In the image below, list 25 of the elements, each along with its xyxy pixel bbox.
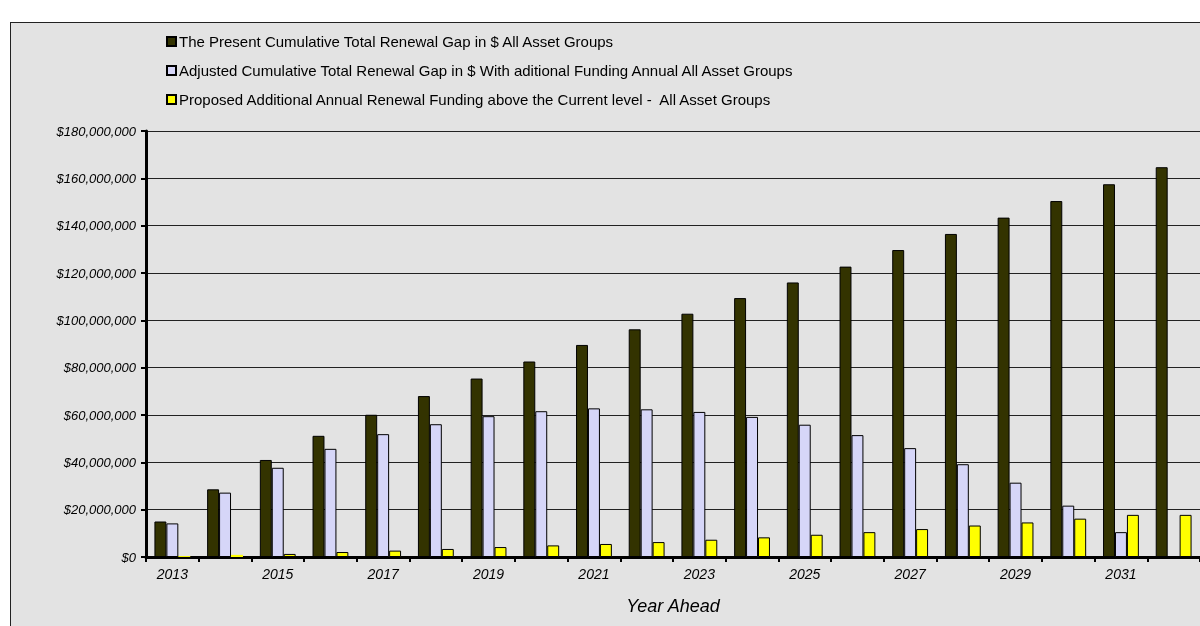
x-tick-label: 2031 <box>1104 566 1137 582</box>
x-tick-label: 2017 <box>366 566 400 582</box>
y-tick-label: $120,000,000 <box>55 265 137 281</box>
x-tick-label: 2027 <box>893 566 927 582</box>
y-tick-label: $20,000,000 <box>62 502 137 518</box>
legend-label: Adjusted Cumulative Total Renewal Gap in $ With aditional Funding Annual All Asset Groups <box>179 62 793 79</box>
x-tick-label: 2013 <box>155 566 189 582</box>
y-tick-label: $60,000,000 <box>62 407 137 423</box>
x-tick-label: 2029 <box>998 566 1032 582</box>
y-tick-label: $80,000,000 <box>62 360 137 376</box>
x-tick-label: 2019 <box>471 566 505 582</box>
y-tick-label: $140,000,000 <box>55 218 137 234</box>
bar <box>231 554 243 557</box>
x-tick-label: 2021 <box>577 566 610 582</box>
y-tick-label: $40,000,000 <box>62 454 137 470</box>
x-tick-label: 2015 <box>261 566 294 582</box>
legend-label: The Present Cumulative Total Renewal Gap in $ All Asset Groups <box>179 33 614 50</box>
x-axis-title: Year Ahead <box>626 596 721 616</box>
y-tick-label: $180,000,000 <box>55 123 137 139</box>
x-tick-label: 2025 <box>788 566 821 582</box>
y-tick-label: $160,000,000 <box>55 170 137 186</box>
y-tick-label: $100,000,000 <box>55 312 137 328</box>
legend-label: Proposed Additional Annual Renewal Funding above the Current level - All Asset Groups <box>179 91 771 108</box>
y-tick-label: $0 <box>120 549 137 565</box>
x-tick-label: 2023 <box>682 566 716 582</box>
